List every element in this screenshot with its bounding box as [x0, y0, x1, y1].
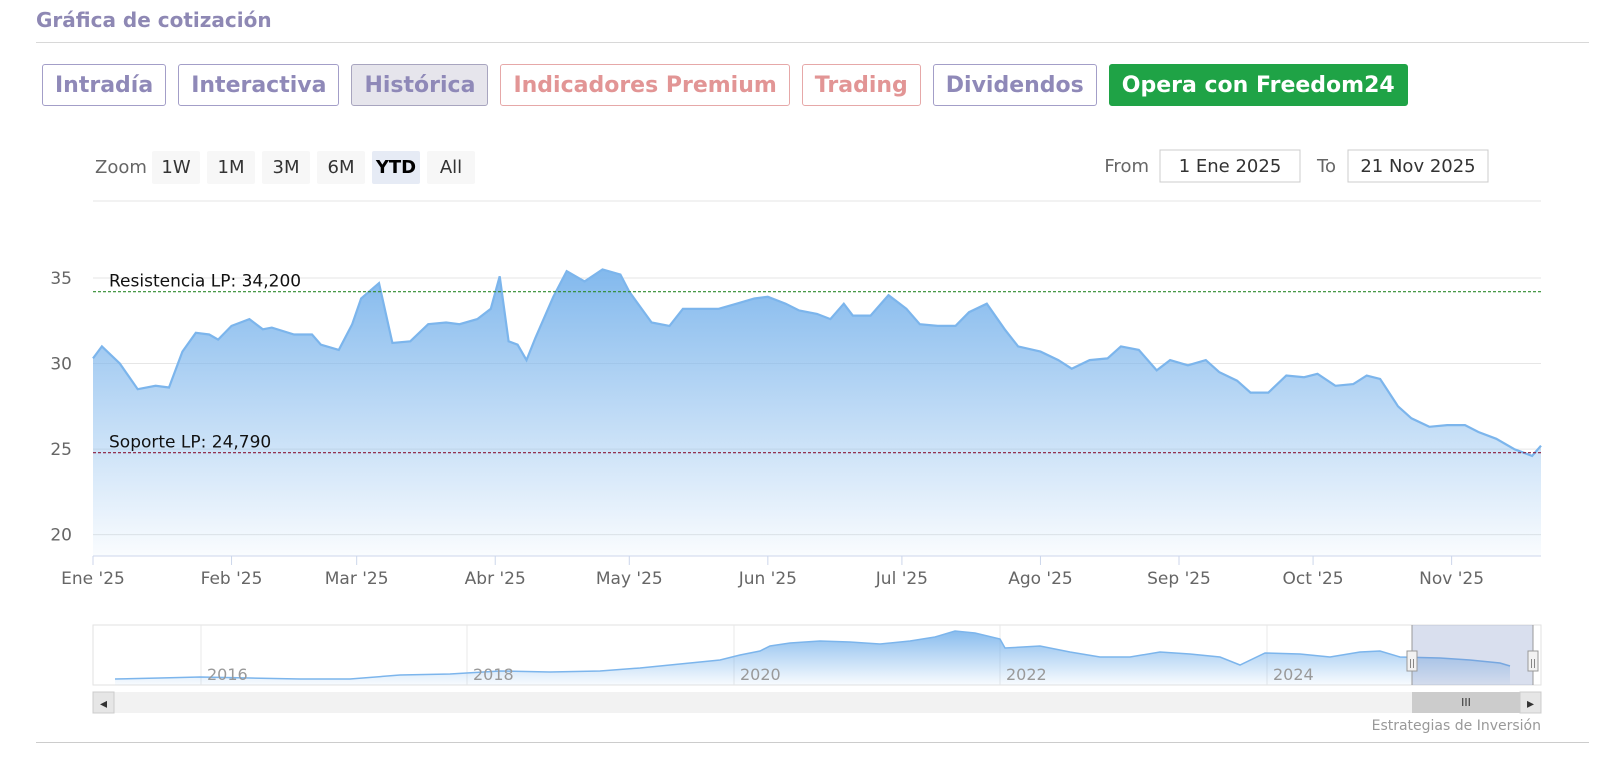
tab-historica[interactable]: Histórica	[351, 64, 489, 106]
scroll-left-arrow-icon: ◂	[100, 696, 107, 712]
navigator-year-2022: 2022	[1006, 665, 1047, 684]
y-gridlines	[93, 277, 1541, 536]
x-axis-ticks: Ene '25 Feb '25 Mar '25 Abr '25 May '25 Jun '…	[61, 556, 1484, 589]
zoom-1w-label: 1W	[161, 157, 190, 178]
navigator-series-area	[115, 631, 1510, 685]
x-tick-label: May '25	[596, 569, 663, 589]
zoom-all-label: All	[440, 157, 462, 178]
y-axis-ticks: 20 25 30 35	[50, 269, 72, 546]
scroll-right-button[interactable]	[1519, 691, 1542, 714]
tab-trading[interactable]: Trading	[801, 64, 921, 106]
navigator-frame	[92, 624, 1542, 686]
freedom24-button[interactable]: Opera con Freedom24	[1108, 64, 1408, 106]
x-tick-label: Jul '25	[875, 569, 928, 589]
right-handle-grip: ||	[1530, 659, 1536, 669]
zoom-ytd-label: YTD	[375, 157, 416, 178]
zoom-6m-label: 6M	[328, 157, 355, 178]
zoom-1m-label: 1M	[218, 157, 245, 178]
to-date-value: 21 Nov 2025	[1360, 156, 1475, 177]
scroll-grip-icon: III	[1461, 696, 1471, 709]
resistance-label: Resistencia LP: 34,200	[109, 272, 301, 292]
navigator-left-handle[interactable]	[1406, 650, 1418, 672]
scrollbar-thumb[interactable]	[1412, 692, 1520, 713]
x-tick-label: Sep '25	[1147, 569, 1211, 589]
navigator-year-2018: 2018	[473, 665, 514, 684]
zoom-label: Zoom	[95, 157, 147, 178]
zoom-buttons: 1W 1M 3M 6M YTD All	[152, 151, 475, 184]
tab-dividendos[interactable]: Dividendos	[932, 64, 1097, 106]
x-tick-label: Abr '25	[465, 569, 526, 589]
tab-intradia[interactable]: Intradía	[42, 64, 167, 106]
scrollbar: ◂ III ▸	[92, 691, 1542, 714]
y-tick-label: 25	[50, 440, 72, 460]
navigator-series-line	[114, 630, 1511, 680]
navigator-selected-range[interactable]	[1412, 625, 1533, 685]
y-tick-label: 20	[50, 526, 72, 546]
scroll-left-button[interactable]	[92, 691, 115, 714]
credits-text: Estrategias de Inversión	[1372, 718, 1541, 734]
to-label: To	[1316, 156, 1336, 177]
left-handle-grip: ||	[1409, 659, 1415, 669]
zoom-ytd-button[interactable]	[372, 151, 420, 184]
tab-interactiva[interactable]: Interactiva	[178, 64, 340, 106]
to-date-input[interactable]	[1347, 149, 1489, 183]
x-tick-label: Jun '25	[738, 569, 797, 589]
from-label: From	[1104, 156, 1149, 177]
zoom-1w-button[interactable]	[152, 151, 200, 184]
x-tick-label: Ago '25	[1008, 569, 1073, 589]
navigator: 2016 2018 2020 2022 2024 || ||	[92, 624, 1542, 686]
from-date-input[interactable]	[1159, 149, 1301, 183]
navigator-year-2024: 2024	[1273, 665, 1314, 684]
bottom-divider	[36, 742, 1589, 743]
navigator-right-handle[interactable]	[1527, 650, 1539, 672]
support-resistance-lines: Resistencia LP: 34,200 Soporte LP: 24,790	[93, 272, 1541, 454]
zoom-3m-label: 3M	[273, 157, 300, 178]
chart-tabs: Intradía Interactiva Histórica Indicador…	[42, 64, 1408, 106]
zoom-6m-button[interactable]	[317, 151, 365, 184]
x-tick-label: Ene '25	[61, 569, 125, 589]
from-date-value: 1 Ene 2025	[1179, 156, 1282, 177]
zoom-1m-button[interactable]	[207, 151, 255, 184]
zoom-all-button[interactable]	[427, 151, 475, 184]
x-tick-label: Mar '25	[325, 569, 389, 589]
price-area	[93, 269, 1541, 556]
navigator-year-2016: 2016	[207, 665, 248, 684]
zoom-3m-button[interactable]	[262, 151, 310, 184]
scrollbar-track[interactable]	[93, 692, 1541, 713]
support-label: Soporte LP: 24,790	[109, 433, 271, 453]
x-tick-label: Nov '25	[1419, 569, 1484, 589]
x-tick-label: Oct '25	[1283, 569, 1344, 589]
tab-indicadores-premium[interactable]: Indicadores Premium	[500, 64, 790, 106]
y-tick-label: 30	[50, 355, 72, 375]
x-tick-label: Feb '25	[201, 569, 263, 589]
scroll-right-arrow-icon: ▸	[1527, 696, 1534, 712]
title-divider	[36, 42, 1589, 43]
y-tick-label: 35	[50, 269, 72, 289]
section-title: Gráfica de cotización	[36, 8, 272, 32]
price-line	[92, 268, 1542, 458]
navigator-year-2020: 2020	[740, 665, 781, 684]
